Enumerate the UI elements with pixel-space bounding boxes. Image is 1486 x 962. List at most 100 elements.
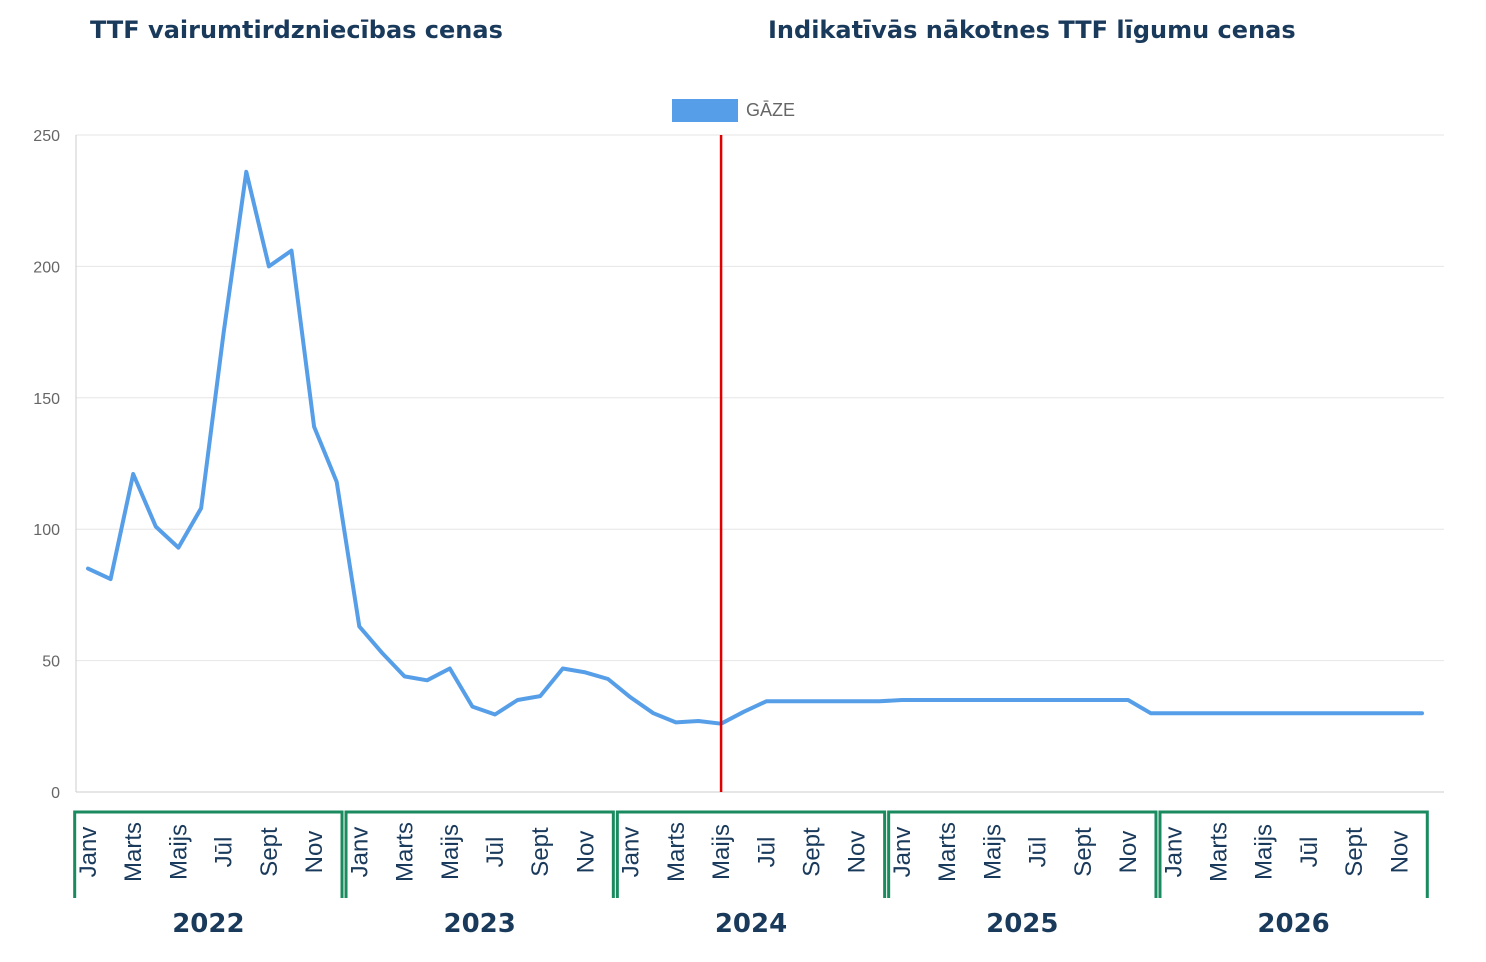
data-point <box>1036 698 1040 702</box>
x-tick-label: Jūl <box>753 837 780 868</box>
data-point <box>516 698 520 702</box>
data-point <box>199 506 203 510</box>
year-bracket <box>887 810 1158 898</box>
data-point <box>357 624 361 628</box>
x-tick-label: Maijs <box>1251 824 1278 880</box>
legend: GĀZE <box>672 99 795 122</box>
year-bracket <box>615 810 887 898</box>
data-point <box>267 264 271 268</box>
data-point <box>448 666 452 670</box>
data-point <box>1194 711 1198 715</box>
y-tick-label: 250 <box>33 128 60 145</box>
chart-title-right: Indikatīvās nākotnes TTF līgumu cenas <box>768 16 1296 44</box>
data-point <box>1375 711 1379 715</box>
data-point <box>990 698 994 702</box>
data-point <box>606 677 610 681</box>
data-point <box>1171 711 1175 715</box>
legend-swatch <box>672 99 738 122</box>
year-bracket <box>73 810 344 898</box>
data-point <box>1352 711 1356 715</box>
data-point <box>1397 711 1401 715</box>
x-tick-label: Janv <box>346 827 373 878</box>
y-tick-label: 150 <box>33 391 60 408</box>
data-point <box>1013 698 1017 702</box>
data-point <box>561 666 565 670</box>
data-point <box>696 719 700 723</box>
data-point <box>425 678 429 682</box>
data-point <box>832 699 836 703</box>
x-tick-label: Jūl <box>211 837 238 868</box>
data-point <box>154 525 158 529</box>
x-tick-label: Jūl <box>1296 837 1323 868</box>
year-label: 2024 <box>715 909 787 939</box>
year-label: 2023 <box>444 909 516 939</box>
data-point <box>945 698 949 702</box>
data-point <box>1103 698 1107 702</box>
y-tick-label: 200 <box>33 259 60 276</box>
x-tick-label: Sept <box>256 827 283 877</box>
data-point <box>1330 711 1334 715</box>
data-point <box>651 711 655 715</box>
data-point <box>674 720 678 724</box>
data-point <box>742 710 746 714</box>
y-tick-label: 0 <box>51 785 60 802</box>
chart-title-left: TTF vairumtirdzniecības cenas <box>90 16 503 44</box>
data-point <box>923 698 927 702</box>
data-point <box>810 699 814 703</box>
data-point <box>1284 711 1288 715</box>
x-tick-label: Maijs <box>165 824 192 880</box>
x-tick-label: Nov <box>844 831 871 874</box>
data-point <box>222 330 226 334</box>
data-point <box>968 698 972 702</box>
data-point <box>312 425 316 429</box>
year-bracket <box>1158 810 1429 898</box>
data-point <box>86 567 90 571</box>
grid-lines: 0 50 100 150 200 250 <box>33 128 1444 802</box>
data-point <box>380 651 384 655</box>
x-tick-label: Janv <box>1160 827 1187 878</box>
data-point <box>1126 698 1130 702</box>
data-point <box>1058 698 1062 702</box>
data-point <box>131 472 135 476</box>
data-point <box>787 699 791 703</box>
x-tick-label: Janv <box>75 827 102 878</box>
x-tick-label: Sept <box>1070 827 1097 877</box>
x-tick-label: Sept <box>1341 827 1368 877</box>
data-point <box>289 249 293 253</box>
data-point <box>335 480 339 484</box>
data-point <box>877 699 881 703</box>
data-point <box>764 699 768 703</box>
series-line <box>86 169 1424 726</box>
data-point <box>1081 698 1085 702</box>
x-tick-label: Sept <box>799 827 826 877</box>
year-label: 2026 <box>1257 909 1329 939</box>
x-tick-label: Nov <box>1115 831 1142 874</box>
x-tick-label: Jūl <box>1025 837 1052 868</box>
data-point <box>470 705 474 709</box>
legend-label: GĀZE <box>746 100 795 120</box>
series <box>86 169 1424 726</box>
data-point <box>1420 711 1424 715</box>
x-tick-label: Janv <box>889 827 916 878</box>
x-tick-label: Jūl <box>482 837 509 868</box>
data-point <box>629 695 633 699</box>
data-point <box>493 712 497 716</box>
data-point <box>855 699 859 703</box>
data-point <box>109 577 113 581</box>
y-tick-label: 50 <box>42 654 60 671</box>
x-tick-label: Nov <box>301 831 328 874</box>
x-axis: Janv Marts Maijs Jūl Sept Nov 2022 Janv Marts Mai… <box>73 810 1429 939</box>
x-tick-label: Marts <box>663 822 690 882</box>
x-tick-label: Nov <box>572 831 599 874</box>
x-tick-label: Maijs <box>979 824 1006 880</box>
data-point <box>1307 711 1311 715</box>
x-tick-label: Sept <box>527 827 554 877</box>
data-point <box>1239 711 1243 715</box>
data-point <box>1149 711 1153 715</box>
year-label: 2025 <box>986 909 1058 939</box>
x-tick-label: Maijs <box>437 824 464 880</box>
data-point <box>244 170 248 174</box>
x-tick-label: Nov <box>1386 831 1413 874</box>
data-point <box>176 546 180 550</box>
